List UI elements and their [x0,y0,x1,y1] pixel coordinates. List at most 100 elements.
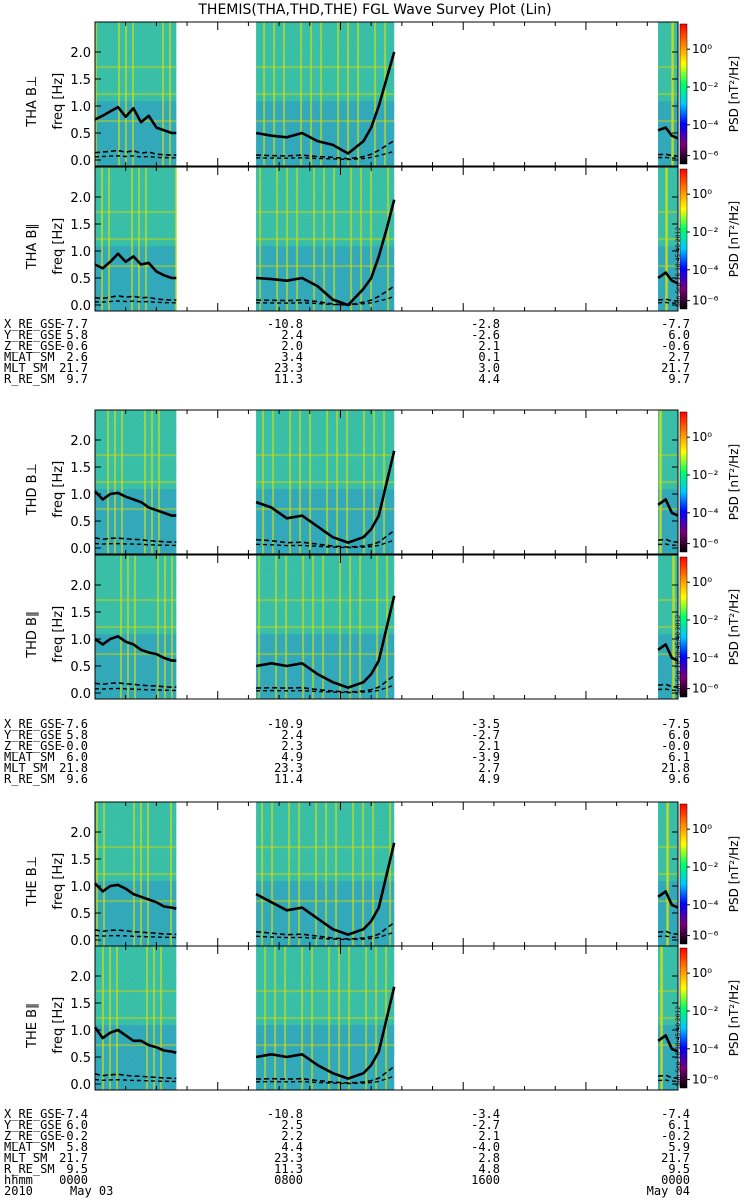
y-tick-label: 0.5 [70,515,91,530]
y-axis-label: freq [Hz] [51,218,66,275]
y-tick-label: 0.5 [70,907,91,922]
colorbar-label: PSD [nT²/Hz] [727,56,741,132]
spectral-band [95,653,177,656]
spectral-band [256,265,395,268]
orbit-row-label: Z_RE_GSE [4,1129,62,1143]
colorbar-tick-label: 10⁻⁴ [692,651,719,665]
y-axis-label: freq [Hz] [51,853,66,910]
panel-3: 0.0 0.5 1.0 1.5 2.0 THD B∥ freq [Hz] 10⁰ 10⁻² 10⁻… [25,554,741,702]
orbit-value: 4.9 [281,750,303,764]
frequency-curve [657,1034,679,1053]
spectral-streak [350,167,353,311]
spectral-streak [301,946,304,1090]
spectral-streak [300,22,303,166]
orbit-value: -7.5 [661,717,690,731]
y-tick-label: 0.0 [70,1078,91,1093]
y-axis-label: THE B∥ [25,1002,40,1048]
spectral-streak [311,946,314,1090]
spectral-band [95,900,177,903]
harmonic-curve [94,681,177,688]
spectral-streak [296,167,299,311]
frequency-curve [657,271,679,285]
panel-frame [94,945,679,1091]
orbit-value: 21.7 [661,1151,690,1165]
frequency-curve [657,890,679,909]
spectral-streak [272,410,275,554]
orbit-value: 2.7 [668,350,690,364]
orbit-value: 4.9 [478,772,500,786]
spectral-band [658,265,678,268]
colorbar-tick-label: 10⁻⁴ [692,1042,719,1056]
colorbar-tick-label: 10⁻² [692,80,719,94]
spectral-band [95,599,177,602]
orbit-value: -0.0 [661,739,690,753]
spectral-streak [153,946,155,1090]
frequency-curve [255,595,396,689]
spectral-band [256,1044,395,1047]
y-tick-label: 0.0 [70,154,91,169]
harmonic-curve [94,1073,177,1080]
orbit-value: 9.7 [66,372,88,386]
orbit-value: -2.7 [471,1118,500,1132]
panel-5: 0.0 0.5 1.0 1.5 2.0 THE B∥ freq [Hz] 10⁰ 10⁻² 10⁻… [25,945,741,1093]
spectral-streak [299,410,302,554]
colorbar-tick-label: 10⁰ [692,430,712,444]
y-axis-label: THA B⊥ [25,76,40,128]
harmonic-curve [658,298,679,302]
colorbar [679,947,688,1089]
orbit-value: -7.4 [59,1107,88,1121]
orbit-value: 4.4 [281,1140,303,1154]
colorbar-label: PSD [nT²/Hz] [727,836,741,912]
spectral-streak [151,410,153,554]
y-tick-label: 0.0 [70,687,91,702]
orbit-value: 3.4 [281,350,303,364]
harmonic-curve [658,301,679,304]
spectral-band [95,454,177,457]
colorbar-tick-label: 10⁻² [692,225,719,239]
spectral-streak [326,410,329,554]
colorbar-tick-label: 10⁻⁴ [692,118,719,132]
orbit-value: 2.5 [281,1118,303,1132]
harmonic-curve [658,543,679,547]
spectral-streak [672,555,675,699]
spectral-band [95,1017,177,1020]
colorbar-tick-label: 10⁻⁴ [692,898,719,912]
spectral-streak [276,167,279,311]
harmonic-curve [94,687,177,692]
spectral-streak [120,555,122,699]
spectral-streak [328,946,331,1090]
timestamp-stamp: Sun Sep 16 18:45:40 2012 [675,227,682,307]
orbit-value: 5.8 [66,1140,88,1154]
y-tick-label: 0.5 [70,1051,91,1066]
spectral-streak [665,167,668,311]
orbit-value: 0.1 [478,350,500,364]
spectral-streak [134,555,136,699]
spectral-streak [376,555,379,699]
spectral-band [256,66,395,69]
spectral-streak [271,802,274,946]
orbit-value: May 04 [647,1184,690,1198]
spectral-streak [362,802,365,946]
y-tick-label: 2.0 [70,970,91,985]
spectral-streak [352,802,355,946]
orbit-value: -4.0 [471,1140,500,1154]
spectral-streak [118,22,120,166]
spectral-band [658,626,678,629]
colorbar-tick-label: 10⁰ [692,966,712,980]
spectral-streak [320,22,323,166]
spectral-streak [157,555,159,699]
spectral-band [658,900,678,903]
colorbar-tick-label: 10⁻⁶ [692,537,719,551]
spectral-streak [144,410,146,554]
spectral-streak [298,802,301,946]
orbit-value: 1600 [471,1173,500,1187]
spectral-streak [259,167,262,311]
panel-2: 0.0 0.5 1.0 1.5 2.0 THD B⊥ freq [Hz] 10⁰ 10⁻² 10⁻… [25,409,741,557]
orbit-row-label: X_RE_GSE [4,317,62,331]
orbit-value: 2.2 [281,1129,303,1143]
spectral-streak [127,555,129,699]
orbit-value: 2.4 [281,328,303,342]
spectral-streak [666,802,669,946]
spectral-streak [273,22,276,166]
spectral-streak [348,946,351,1090]
